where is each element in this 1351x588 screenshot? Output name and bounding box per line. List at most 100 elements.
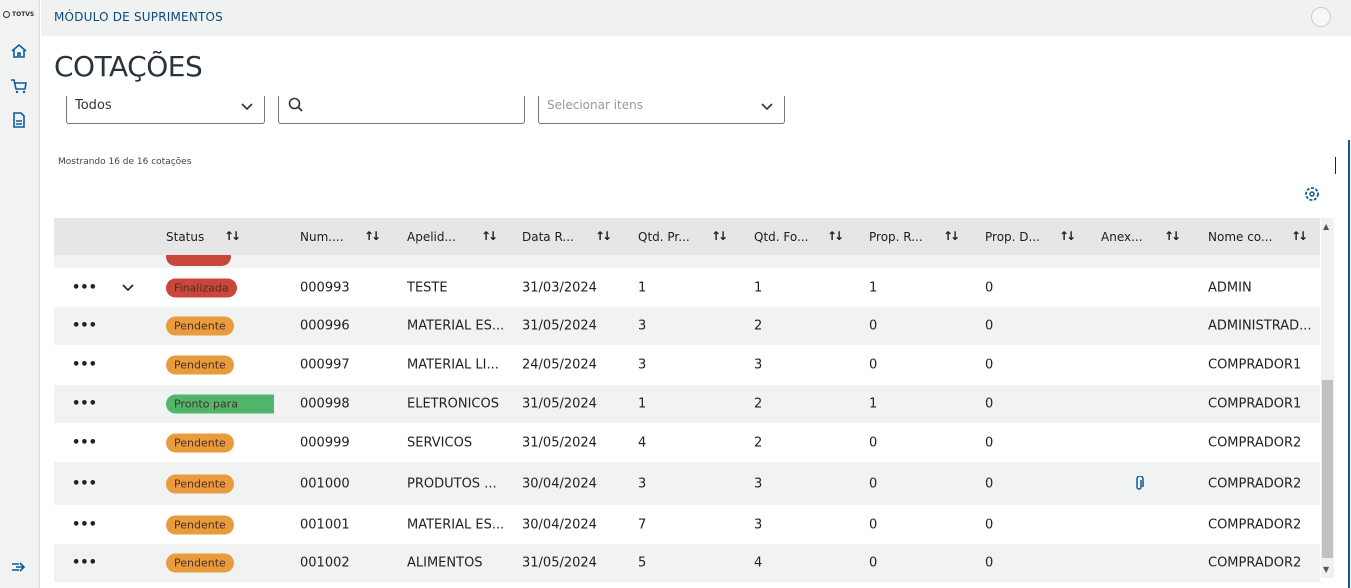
cell-apelido: ELETRONICOS [407,396,499,412]
page-title: COTAÇÕES [54,50,203,83]
cell-num: 001000 [300,476,350,491]
chevron-down-icon[interactable] [121,281,135,295]
status-badge: Pendente [166,316,234,336]
cell-num: 000996 [300,318,350,334]
search-icon [288,97,303,112]
column-header[interactable]: Apelid... [407,230,456,244]
cell-num: 001001 [300,517,350,532]
items-select[interactable]: Selecionar itens [538,96,785,124]
more-actions-icon[interactable]: ••• [72,318,97,334]
cell-data: 31/05/2024 [522,318,597,334]
cell-qtd-pr: 3 [638,318,647,334]
cell-data: 31/03/2024 [522,280,597,295]
cell-prop-r: 0 [869,517,878,532]
chevron-down-icon [761,103,773,111]
cell-apelido: SERVICOS [407,435,473,450]
status-select[interactable]: Todos [66,96,265,124]
cell-prop-d: 0 [985,517,994,532]
gear-icon[interactable] [1303,185,1321,203]
cell-prop-d: 0 [985,357,994,373]
home-icon[interactable] [10,42,28,60]
cart-icon[interactable] [10,77,28,95]
document-icon[interactable] [10,111,28,129]
table-row[interactable]: ••• Finalizada 000993 TESTE 31/03/2024 1 1 1 0 AD… [54,268,1320,307]
sort-icon[interactable]: ↑↓ [711,229,728,243]
cell-qtd-pr: 3 [638,357,647,373]
sort-icon[interactable]: ↑↓ [1059,229,1076,243]
sort-icon[interactable]: ↑↓ [481,229,498,243]
column-header[interactable]: Qtd. Fo... [754,230,809,244]
cell-qtd-fo: 1 [754,280,763,295]
scroll-up-icon[interactable]: ▲ [1323,222,1330,231]
more-actions-icon[interactable]: ••• [72,396,97,412]
column-header[interactable]: Nome co... [1208,230,1273,244]
cell-prop-d: 0 [985,476,994,491]
module-title: MÓDULO DE SUPRIMENTOS [54,10,223,24]
cell-prop-r: 0 [869,435,878,450]
cell-prop-r: 0 [869,318,878,334]
table-row[interactable]: ••• Pendente 000996 MATERIAL ES... 31/05/202… [54,307,1320,345]
more-actions-icon[interactable]: ••• [72,555,97,571]
sort-icon[interactable]: ↑↓ [364,229,381,243]
more-actions-icon[interactable]: ••• [72,357,97,373]
more-actions-icon[interactable]: ••• [72,435,97,450]
cell-apelido: ALIMENTOS [407,555,483,571]
table-header: Status ↑↓ Num.... ↑↓ Apelid... ↑↓ Data R... ↑↓ Q… [54,218,1320,255]
table-row[interactable]: ••• Pendente 001000 PRODUTOS ... 30/04/2024 3… [54,462,1320,505]
cell-nome: COMPRADOR2 [1208,517,1302,532]
column-header[interactable]: Num.... [300,230,344,244]
cell-prop-r: 0 [869,357,878,373]
cell-qtd-fo: 2 [754,396,763,412]
cell-data: 24/05/2024 [522,357,597,373]
sort-icon[interactable]: ↑↓ [827,229,844,243]
table-row[interactable]: ••• Pendente 000997 MATERIAL LI... 24/05/202… [54,345,1320,385]
user-icon[interactable] [1311,7,1331,27]
cell-qtd-fo: 3 [754,517,763,532]
table-row[interactable]: ••• Pronto para analisar 000998 ELETRONICOS… [54,385,1320,423]
cell-qtd-pr: 5 [638,555,647,571]
sort-icon[interactable]: ↑↓ [595,229,612,243]
column-header[interactable]: Anex... [1101,230,1143,244]
column-header[interactable]: Status [166,230,205,244]
sort-icon[interactable]: ↑↓ [224,229,241,243]
table-row[interactable]: ••• Pendente 001001 MATERIAL ES... 30/04/202… [54,505,1320,544]
scrollbar-thumb[interactable] [1322,380,1333,558]
paperclip-icon[interactable] [1133,475,1145,492]
cell-num: 001002 [300,555,350,571]
cell-data: 30/04/2024 [522,476,597,491]
status-badge: Pronto para analisar [166,394,274,414]
cell-prop-d: 0 [985,280,994,295]
chevron-down-icon [241,103,253,111]
cell-qtd-fo: 3 [754,357,763,373]
logo-text: TOTVS [12,11,35,18]
search-input[interactable] [278,96,525,124]
cell-nome: ADMIN [1208,280,1252,295]
status-badge: Pendente [166,355,234,375]
sort-icon[interactable]: ↑↓ [1164,229,1181,243]
cell-qtd-pr: 1 [638,280,647,295]
status-badge: Pendente [166,474,234,493]
status-badge: Pendente [166,433,234,452]
status-badge: Finalizada [166,278,237,297]
more-actions-icon[interactable]: ••• [72,476,97,491]
sort-icon[interactable]: ↑↓ [1291,229,1308,243]
cell-qtd-pr: 1 [638,396,647,412]
sidebar: TOTVS [0,0,40,588]
expand-menu-icon[interactable] [10,558,28,576]
column-header[interactable]: Prop. D... [985,230,1040,244]
table-row[interactable]: ••• Pendente 000999 SERVICOS 31/05/2024 4 2 0 0 C… [54,423,1320,462]
cell-apelido: MATERIAL LI... [407,357,499,373]
cell-prop-r: 1 [869,396,878,412]
column-header[interactable]: Prop. R... [869,230,923,244]
column-header[interactable]: Qtd. Pr... [638,230,690,244]
sort-icon[interactable]: ↑↓ [943,229,960,243]
table-row[interactable]: ••• Pendente 001002 ALIMENTOS 31/05/2024 5 4 0 0… [54,544,1320,582]
cell-nome: COMPRADOR2 [1208,476,1302,491]
column-header[interactable]: Data R... [522,230,574,244]
more-actions-icon[interactable]: ••• [72,280,97,295]
cell-prop-r: 0 [869,555,878,571]
scroll-down-icon[interactable]: ▼ [1323,565,1330,574]
more-actions-icon[interactable]: ••• [72,517,97,532]
cell-prop-r: 0 [869,476,878,491]
cell-data: 31/05/2024 [522,396,597,412]
